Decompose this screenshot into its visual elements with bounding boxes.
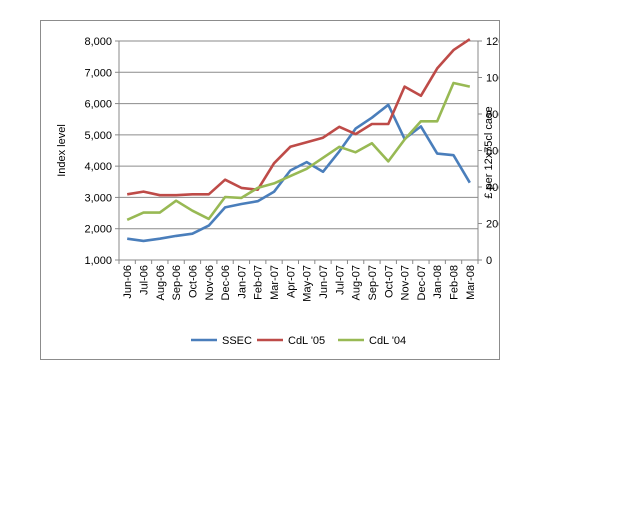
legend: SSEC CdL '05 CdL '04 xyxy=(191,335,406,347)
right-tick-label: 1200 xyxy=(486,36,499,48)
chart-frame: 1,000 2,000 3,000 4,000 5,000 6,000 7,000 8,000… xyxy=(40,20,510,360)
x-tick-label: Jun-06 xyxy=(122,265,134,299)
x-tick-label: Sep-07 xyxy=(367,265,379,300)
x-axis: Jun-06 Jul-06 Aug-06 Sep-06 Oct-06 Nov-06 Dec-… xyxy=(118,260,479,302)
legend-label: SSEC xyxy=(222,335,252,347)
series-lines xyxy=(126,38,471,243)
x-tick-label: Aug-07 xyxy=(351,265,363,300)
left-tick-label: 3,000 xyxy=(84,192,112,204)
x-tick-label: Dec-07 xyxy=(416,265,428,300)
y2-axis-label: £ per 12x75cl case xyxy=(483,106,495,198)
left-tick-label: 4,000 xyxy=(84,161,112,173)
x-tick-label: Jun-07 xyxy=(318,265,330,299)
left-tick-label: 7,000 xyxy=(84,67,112,79)
series-line xyxy=(126,38,471,197)
x-tick-label: Dec-06 xyxy=(220,265,232,300)
x-tick-label: May-07 xyxy=(302,265,314,302)
x-tick-label: Oct-06 xyxy=(187,265,199,298)
x-tick-label: Feb-08 xyxy=(449,265,461,300)
right-tick-label: 0 xyxy=(486,255,492,267)
x-tick-label: Aug-06 xyxy=(155,265,167,300)
line-chart: 1,000 2,000 3,000 4,000 5,000 6,000 7,000 8,000… xyxy=(56,36,510,347)
right-tick-label: 1000 xyxy=(486,73,499,85)
plot-area xyxy=(118,40,479,261)
y-axis-label: Index level xyxy=(56,124,68,177)
series-line xyxy=(127,103,471,243)
x-tick-label: Feb-07 xyxy=(253,265,265,300)
x-tick-label: Mar-07 xyxy=(269,265,281,300)
x-tick-label: Sep-06 xyxy=(171,265,183,300)
left-axis: 1,000 2,000 3,000 4,000 5,000 6,000 7,000 8,000 xyxy=(84,36,119,267)
left-tick-label: 2,000 xyxy=(84,224,112,236)
x-tick-label: Apr-07 xyxy=(285,265,297,298)
legend-label: CdL '05 xyxy=(288,335,325,347)
x-tick-label: Nov-06 xyxy=(204,265,216,300)
right-tick-label: 200 xyxy=(486,219,499,231)
x-tick-label: Jul-06 xyxy=(138,265,150,295)
legend-label: CdL '04 xyxy=(369,335,406,347)
left-tick-label: 5,000 xyxy=(84,130,112,142)
x-tick-label: Jan-08 xyxy=(432,265,444,299)
x-tick-label: Mar-08 xyxy=(465,265,477,300)
x-tick-label: Jan-07 xyxy=(236,265,248,299)
x-tick-label: Jul-07 xyxy=(334,265,346,295)
left-tick-label: 8,000 xyxy=(84,36,112,48)
gridlines xyxy=(119,40,478,261)
x-tick-label: Oct-07 xyxy=(383,265,395,298)
series-line xyxy=(126,81,471,221)
left-tick-label: 1,000 xyxy=(84,255,112,267)
left-tick-label: 6,000 xyxy=(84,99,112,111)
x-tick-label: Nov-07 xyxy=(400,265,412,300)
